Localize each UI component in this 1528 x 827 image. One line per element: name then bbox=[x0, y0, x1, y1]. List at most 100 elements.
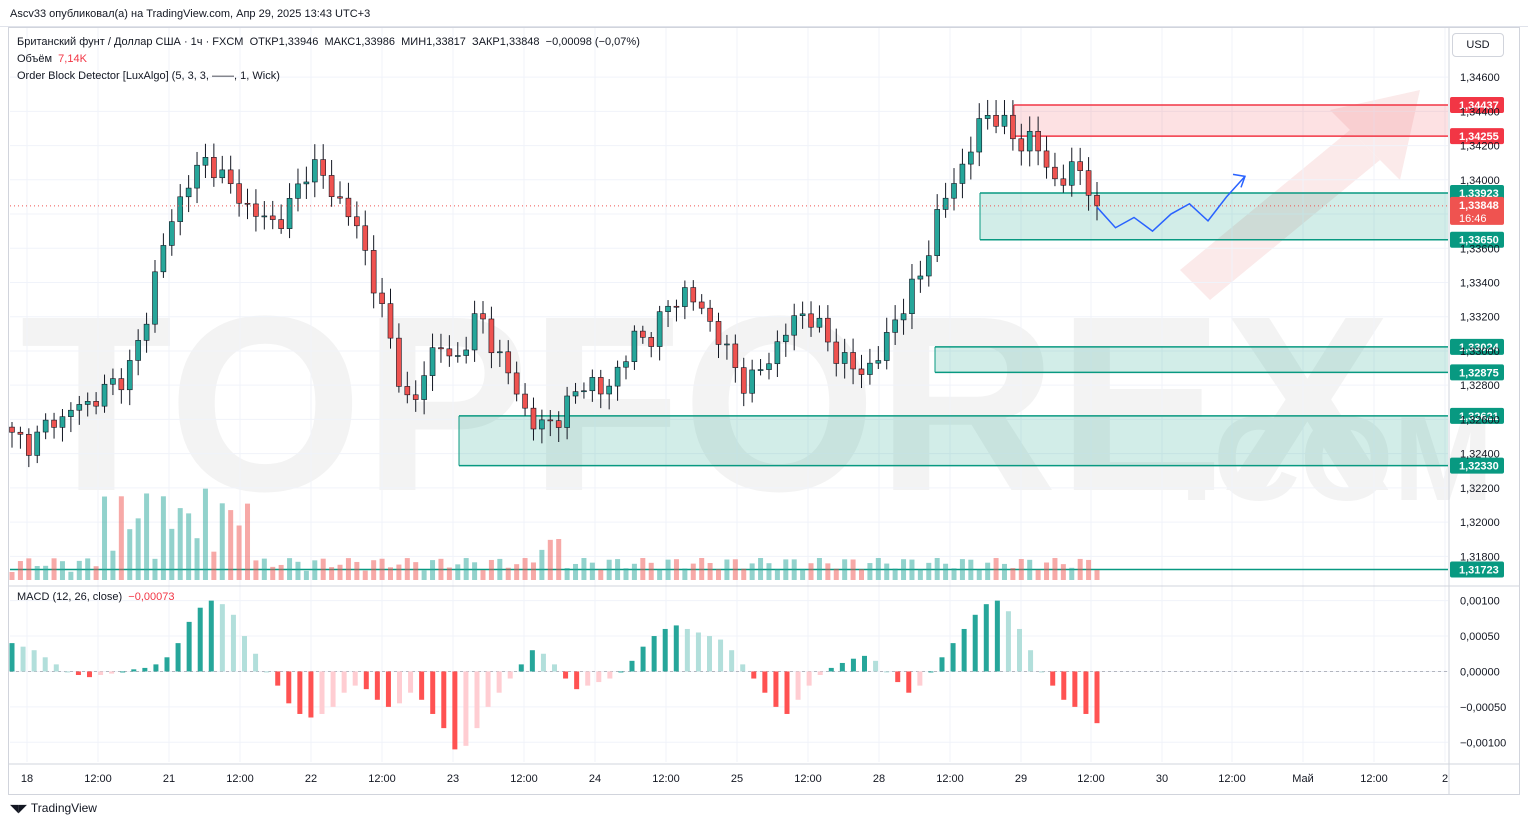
candle-body bbox=[76, 404, 83, 411]
candle-body bbox=[513, 372, 520, 395]
volume-bar bbox=[211, 551, 217, 580]
candle-body bbox=[261, 215, 268, 218]
volume-bar bbox=[413, 562, 419, 580]
volume-bar bbox=[976, 569, 982, 580]
order-block-zone-bearish bbox=[1014, 105, 1448, 137]
volume-bar bbox=[144, 493, 150, 580]
macd-histogram-bar bbox=[529, 650, 535, 672]
candle-body bbox=[673, 305, 680, 308]
volume-bar bbox=[245, 503, 251, 580]
macd-histogram-bar bbox=[31, 650, 37, 672]
candle-body bbox=[278, 219, 284, 229]
macd-legend: MACD (12, 26, close) −0,00073 bbox=[17, 591, 174, 603]
candle-body bbox=[1094, 194, 1100, 207]
candle-body bbox=[497, 351, 503, 354]
time-axis-tick-label: 12:00 bbox=[1077, 773, 1105, 785]
candle-body bbox=[816, 317, 823, 328]
volume-bar bbox=[901, 559, 907, 580]
candle-body bbox=[925, 255, 932, 277]
candle-body bbox=[791, 315, 798, 336]
macd-histogram-bar bbox=[563, 671, 569, 679]
volume-bar bbox=[76, 560, 82, 580]
macd-histogram-bar bbox=[629, 660, 635, 672]
candle-body bbox=[690, 287, 697, 303]
candle-body bbox=[1026, 131, 1033, 152]
candle-body bbox=[110, 378, 116, 385]
time-axis-tick-label: 21 bbox=[163, 773, 175, 785]
candle-body bbox=[68, 409, 74, 417]
candle-body bbox=[303, 181, 310, 185]
candle-body bbox=[858, 368, 865, 375]
candle-body bbox=[934, 209, 940, 256]
macd-histogram-bar bbox=[1005, 611, 1011, 672]
candle-body bbox=[169, 221, 175, 246]
volume-bar bbox=[934, 558, 940, 580]
macd-histogram-bar bbox=[585, 671, 591, 686]
volume-bar bbox=[261, 558, 267, 580]
volume-bar bbox=[118, 496, 124, 580]
price-axis-tick-label: 1,34200 bbox=[1460, 141, 1500, 153]
close-value: 1,33848 bbox=[499, 36, 540, 48]
candle-body bbox=[892, 319, 898, 333]
publisher-line: Ascv33 опубликовал(а) на TradingView.com… bbox=[10, 8, 371, 20]
macd-histogram-bar bbox=[9, 643, 15, 672]
volume-bar bbox=[800, 568, 806, 580]
candle-body bbox=[1001, 114, 1008, 127]
volume-bar bbox=[850, 559, 856, 580]
volume-bar bbox=[867, 563, 873, 580]
candle-body bbox=[606, 385, 612, 395]
candle-body bbox=[555, 420, 562, 428]
candle-body bbox=[993, 115, 999, 127]
macd-histogram-bar bbox=[983, 604, 989, 672]
volume-bar bbox=[749, 563, 755, 580]
candle-body bbox=[454, 355, 461, 357]
volume-bar bbox=[699, 558, 705, 580]
order-block-price-label: 1,34437 bbox=[1459, 100, 1499, 112]
volume-bar bbox=[135, 518, 141, 580]
volume-bar bbox=[875, 558, 881, 580]
candle-body bbox=[471, 313, 478, 351]
candle-body bbox=[833, 341, 840, 364]
macd-histogram-bar bbox=[109, 671, 115, 674]
candle-body bbox=[799, 313, 806, 316]
volume-bar bbox=[43, 565, 49, 580]
candle-body bbox=[597, 377, 604, 395]
volume-bar bbox=[345, 558, 351, 580]
candle-body bbox=[757, 369, 764, 371]
candle-body bbox=[118, 378, 125, 391]
candle-body bbox=[707, 307, 713, 322]
low-label: МИН bbox=[401, 36, 427, 48]
volume-bar bbox=[615, 559, 621, 580]
candle-body bbox=[480, 313, 486, 320]
volume-bar bbox=[985, 562, 991, 580]
volume-bar bbox=[816, 558, 822, 580]
volume-bar bbox=[337, 564, 343, 580]
macd-histogram-bar bbox=[397, 671, 402, 704]
time-axis-tick-label: 12:00 bbox=[936, 773, 964, 785]
high-label: МАКС bbox=[324, 36, 356, 48]
candle-body bbox=[320, 159, 327, 176]
volume-bar bbox=[236, 525, 242, 580]
order-block-price-label: 1,31723 bbox=[1459, 565, 1499, 577]
macd-axis-tick-label: 0,00000 bbox=[1460, 666, 1500, 678]
price-axis-tick-label: 1,33600 bbox=[1460, 243, 1500, 255]
currency-button[interactable]: USD bbox=[1452, 33, 1504, 57]
macd-histogram-bar bbox=[950, 643, 956, 672]
candle-body bbox=[505, 351, 512, 374]
candle-body bbox=[379, 292, 385, 304]
macd-histogram-bar bbox=[42, 657, 48, 672]
candle-body bbox=[648, 337, 655, 347]
macd-histogram-bar bbox=[264, 671, 270, 673]
macd-histogram-bar bbox=[341, 671, 347, 693]
candle-body bbox=[825, 317, 831, 343]
projection-arrow-icon bbox=[1232, 173, 1247, 188]
volume-bar bbox=[774, 568, 780, 580]
candle-body bbox=[463, 349, 469, 356]
macd-histogram-bar bbox=[197, 607, 203, 672]
macd-histogram-bar bbox=[773, 671, 779, 707]
volume-bar bbox=[194, 538, 200, 580]
footer-brand[interactable]: TradingView bbox=[30, 801, 97, 815]
macd-histogram-bar bbox=[740, 664, 746, 672]
indicator-legend: Order Block Detector [LuxAlgo] (5, 3, 3,… bbox=[17, 70, 280, 82]
chart-canvas[interactable]: TOPFOREX.COM1,344371,342551,339231,33650… bbox=[0, 0, 1528, 800]
